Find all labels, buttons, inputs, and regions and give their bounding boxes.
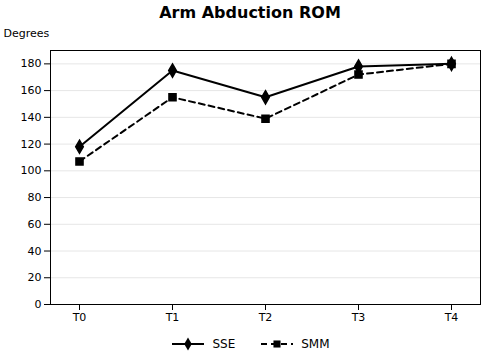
svg-text:120: 120 bbox=[21, 138, 42, 151]
svg-text:T1: T1 bbox=[165, 311, 180, 324]
svg-text:T3: T3 bbox=[351, 311, 366, 324]
svg-text:T2: T2 bbox=[258, 311, 273, 324]
svg-text:180: 180 bbox=[21, 57, 42, 70]
svg-text:100: 100 bbox=[21, 164, 42, 177]
svg-text:80: 80 bbox=[28, 191, 42, 204]
svg-text:Degrees: Degrees bbox=[4, 27, 50, 40]
svg-text:T4: T4 bbox=[444, 311, 459, 324]
svg-text:20: 20 bbox=[28, 271, 42, 284]
html-text:SMM: SMM bbox=[301, 337, 330, 351]
svg-text:140: 140 bbox=[21, 111, 42, 124]
svg-text:60: 60 bbox=[28, 218, 42, 231]
html-text:SSE: SSE bbox=[212, 337, 236, 351]
svg-text:40: 40 bbox=[28, 245, 42, 258]
svg-text:T0: T0 bbox=[72, 311, 87, 324]
svg-text:0: 0 bbox=[35, 298, 42, 311]
svg-text:160: 160 bbox=[21, 84, 42, 97]
html-text:Arm Abduction ROM: Arm Abduction ROM bbox=[159, 3, 341, 22]
